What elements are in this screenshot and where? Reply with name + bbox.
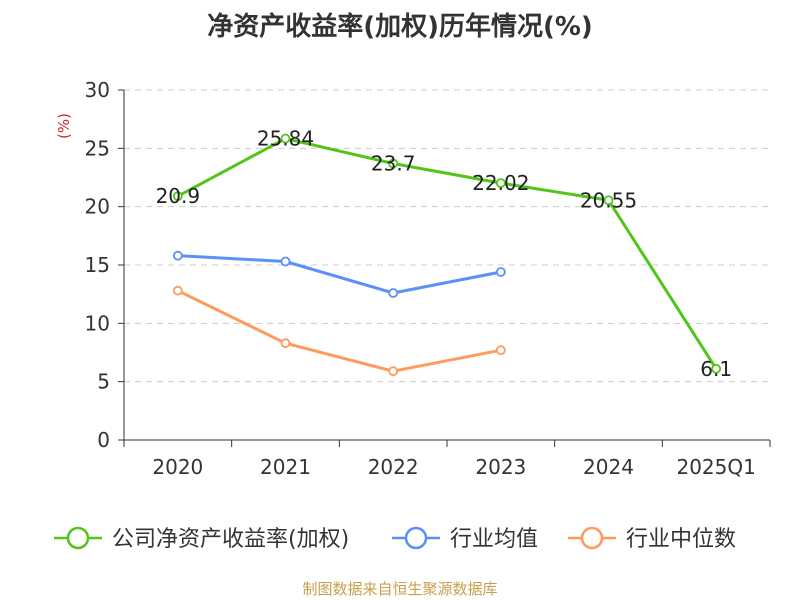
axes: 0 5 10 15 20 25 30 (%) 2020 2021 2022 2023 2024 2025Q… [55,78,771,479]
legend-label: 行业中位数 [626,527,736,552]
y-tick-label: 10 [85,311,110,335]
legend-label: 行业均值 [450,527,538,552]
series-lines [172,133,722,377]
y-axis-unit-label: (%) [55,113,73,139]
data-label: 25.84 [257,127,314,151]
y-tick-label: 5 [97,370,110,394]
chart-title: 净资产收益率(加权)历年情况(%) [207,12,593,42]
data-label: 22.02 [472,171,529,195]
data-point [172,285,183,296]
x-tick-label: 2023 [475,455,526,479]
data-point [172,250,183,261]
x-tick-label: 2025Q1 [676,455,755,479]
data-point [495,267,506,277]
legend-marker [580,526,604,550]
series-line [177,254,502,295]
legend[interactable]: 公司净资产收益率(加权) 行业均值 行业中位数 [54,526,736,552]
data-point [280,133,291,144]
y-tick-label: 25 [85,136,110,160]
x-tick-label: 2024 [583,455,634,479]
data-label: 20.55 [580,188,637,212]
data-label: 23.7 [371,152,416,176]
data-point [172,191,183,202]
data-point [603,195,614,206]
data-labels: 20.9 25.84 23.7 22.02 20.55 6.1 [156,127,733,381]
source-note: 制图数据来自恒生聚源数据库 [302,580,498,598]
x-tick-label: 2020 [152,455,203,479]
data-point [495,345,506,356]
data-point [280,256,291,267]
data-point [495,178,506,189]
legend-marker [404,526,428,550]
y-tick-label: 15 [85,253,110,277]
data-label: 20.9 [156,184,201,208]
series-line [177,289,502,373]
y-tick-label: 20 [85,195,110,219]
legend-marker [66,526,90,550]
series-line [177,137,718,370]
data-point [711,363,722,374]
data-label: 6.1 [700,357,732,381]
data-point [388,158,399,169]
x-tick-label: 2021 [260,455,311,479]
legend-label: 公司净资产收益率(加权) [112,527,349,552]
data-point [280,338,291,349]
grid-lines [124,89,770,383]
x-tick-label: 2022 [368,455,419,479]
y-tick-label: 30 [85,78,110,102]
data-point [388,288,399,298]
data-point [388,366,399,377]
y-tick-label: 0 [97,428,110,452]
